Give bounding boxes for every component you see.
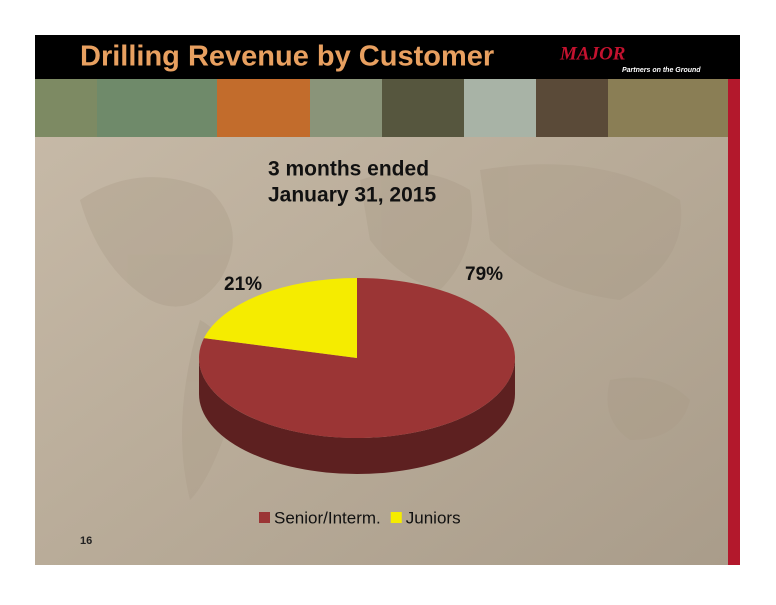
pie-side [199,358,515,474]
legend-label: Juniors [406,508,461,527]
chart-title: January 31, 2015 [268,184,436,207]
data-label: 21% [224,274,262,295]
tagline: Partners on the Ground [622,67,701,74]
legend-swatch [390,512,402,523]
header-bar [35,35,740,79]
logo: MAJOR [559,43,625,64]
pie-slice [203,278,357,358]
red-stripe [728,35,740,565]
pie-slice [199,278,516,438]
page-number: 16 [80,535,92,547]
chart-title: 3 months ended [268,158,429,181]
data-label: 79% [465,264,503,285]
legend-label: Senior/Interm. [274,508,381,527]
slide-title: Drilling Revenue by Customer [80,41,494,73]
legend-swatch [259,512,270,523]
photo-strip [35,79,728,137]
